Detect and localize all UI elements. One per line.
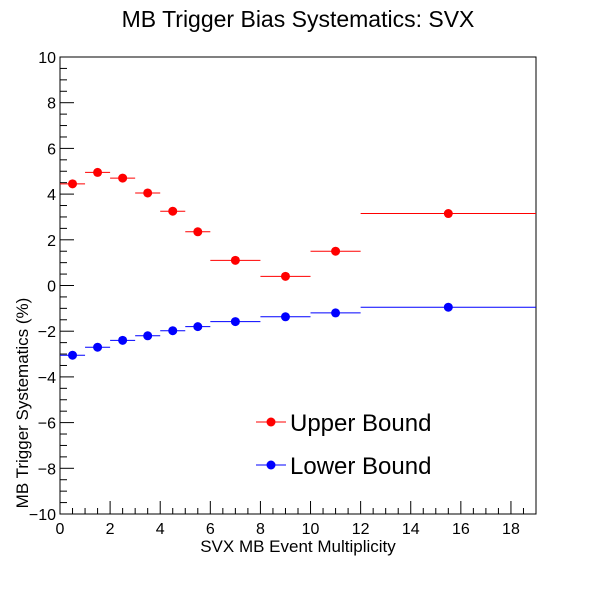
legend: Upper Bound Lower Bound — [256, 410, 431, 480]
axis-tick-labels: 0 2 4 6 8 10 12 14 16 18 −10 −8 −6 −4 −2 0 2 4 6 8 10 — [29, 50, 520, 538]
data-point — [143, 331, 153, 341]
data-point — [230, 317, 240, 327]
data-point — [118, 173, 128, 183]
x-tick-label: 14 — [402, 521, 420, 538]
data-point — [168, 206, 178, 216]
y-tick-label: 10 — [38, 50, 56, 67]
x-tick-label: 4 — [156, 521, 165, 538]
y-tick-label: 8 — [47, 96, 56, 113]
y-tick-label: 4 — [47, 187, 56, 204]
y-tick-label: −10 — [29, 507, 56, 524]
data-point — [280, 312, 290, 322]
data-point — [443, 209, 453, 219]
x-tick-label: 10 — [302, 521, 320, 538]
x-tick-label: 8 — [256, 521, 265, 538]
series-upper-bound — [60, 167, 536, 281]
chart-title: MB Trigger Bias Systematics: SVX — [121, 6, 475, 32]
data-point — [193, 227, 203, 237]
legend-marker — [266, 417, 276, 427]
x-axis-label: SVX MB Event Multiplicity — [200, 537, 396, 556]
chart-canvas: 0 2 4 6 8 10 12 14 16 18 −10 −8 −6 −4 −2 0 2 4 6 8 10 Upper … — [29, 50, 537, 538]
y-tick-label: −6 — [38, 416, 56, 433]
data-point — [68, 350, 78, 360]
data-point — [143, 188, 153, 198]
data-point — [443, 302, 453, 312]
data-point — [331, 308, 341, 318]
x-tick-label: 6 — [206, 521, 215, 538]
data-point — [230, 255, 240, 265]
x-tick-label: 16 — [452, 521, 470, 538]
y-tick-label: 6 — [47, 141, 56, 158]
legend-label: Lower Bound — [290, 453, 431, 480]
y-tick-label: −2 — [38, 324, 56, 341]
data-point — [280, 271, 290, 281]
y-tick-label: −8 — [38, 461, 56, 478]
data-point — [118, 335, 128, 345]
y-tick-label: 2 — [47, 233, 56, 250]
x-tick-label: 2 — [106, 521, 115, 538]
legend-marker — [266, 460, 276, 470]
data-point — [68, 179, 78, 189]
legend-label: Upper Bound — [290, 410, 431, 437]
x-tick-label: 12 — [352, 521, 370, 538]
x-tick-label: 18 — [502, 521, 520, 538]
data-point — [193, 322, 203, 332]
y-tick-label: −4 — [38, 370, 56, 387]
plot-area-border — [59, 56, 537, 515]
data-point — [93, 167, 103, 177]
data-point — [168, 326, 178, 336]
data-point — [331, 246, 341, 256]
data-point — [93, 342, 103, 352]
axis-ticks — [59, 56, 537, 515]
y-tick-label: 0 — [47, 279, 56, 296]
x-tick-label: 0 — [56, 521, 65, 538]
plot-frame — [59, 56, 537, 515]
series-lower-bound — [60, 302, 536, 360]
data-points — [60, 167, 536, 360]
